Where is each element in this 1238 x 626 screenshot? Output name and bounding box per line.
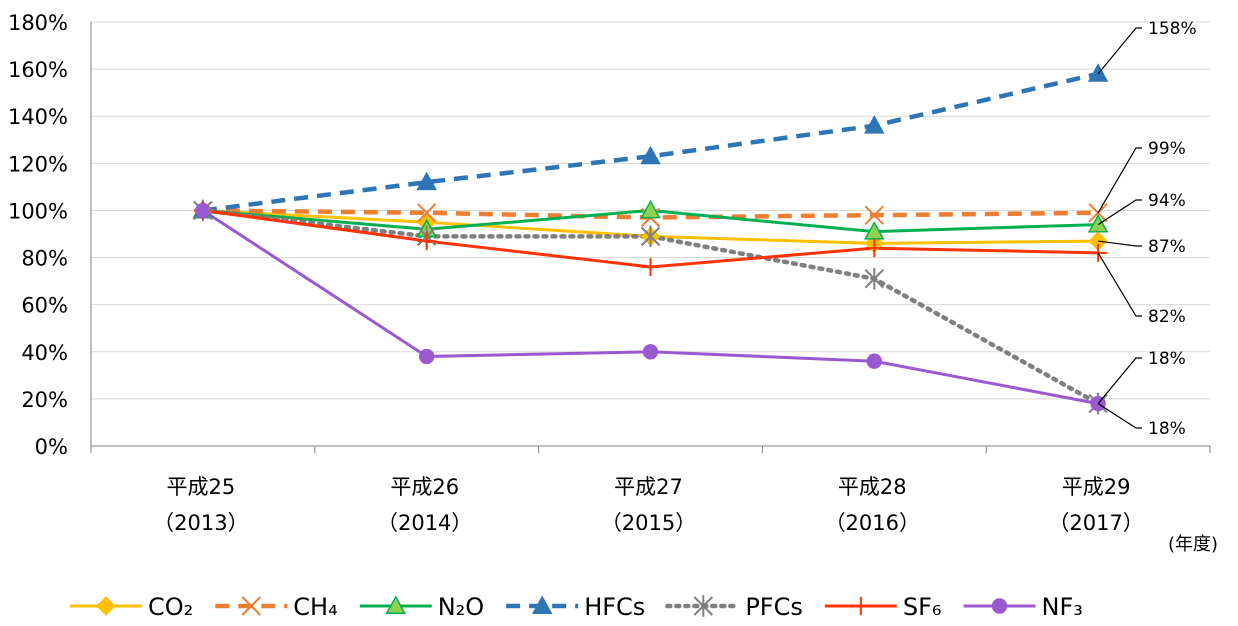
leader-line-sf [1097,252,1142,317]
y-tick-label: 100% [8,199,68,223]
marker-stroke [864,205,885,225]
marker-stroke [241,596,261,616]
legend-label: CH₄ [293,593,337,621]
x-category-year-label: （2013） [153,511,248,535]
legend-label: PFCs [745,593,803,621]
data-point-pfcs [864,267,885,290]
leader-line-no [1097,199,1142,226]
legend-item-pfcs: PFCs [665,593,803,621]
x-category-label: 平成26 [390,475,459,499]
x-category-year-label: （2014） [377,511,472,535]
data-point-no [864,221,885,240]
y-tick-label: 0% [35,435,68,459]
legend-item-co: CO₂ [70,593,193,621]
series-markers [192,63,1109,415]
x-category-labels: 平成25 （2013） 平成26 （2014） 平成27 （2015） 平成28 （2016）… [153,475,1144,535]
data-point-hfcs [864,115,885,134]
legend: CO₂ CH₄ N₂O HFCs PFCs SF₆ NF₃ [70,593,1083,621]
x-category-year-label: （2016） [825,511,920,535]
legend-label: NF₃ [1042,593,1083,621]
legend-label: HFCs [584,593,645,621]
leader-line-nf [1097,357,1142,404]
data-point-sf [417,232,436,251]
data-annotations: 158% 99% 94% 87% 82% 18% 18% [1097,19,1197,439]
y-tick-label: 160% [8,58,68,82]
legend-item-hfcs: HFCs [506,593,645,621]
data-label-ch: 99% [1148,139,1186,159]
data-label-hfcs: 158% [1148,19,1197,39]
x-category-label: 平成28 [838,475,907,499]
legend-label: SF₆ [903,593,942,621]
x-category-label: 平成27 [614,475,683,499]
data-point-nf [866,353,882,369]
y-tick-label: 140% [8,105,68,129]
legend-swatch-marker [96,596,116,616]
leader-line-co [1098,240,1142,247]
data-label-nf: 18% [1148,349,1186,369]
axes [90,22,1211,453]
legend-swatch-marker [531,595,553,614]
data-point-ch [864,205,885,225]
legend-item-ch: CH₄ [215,593,338,621]
x-unit-label: (年度) [1168,534,1218,555]
data-point-nf [642,344,659,360]
series-line-hfcs [202,71,1099,213]
data-point-ch [416,203,437,223]
data-point-hfcs [416,171,437,191]
legend-swatch-marker [851,597,870,615]
data-point-pfcs [640,225,661,248]
data-point-nf [419,348,435,365]
data-label-pfcs: 18% [1148,419,1186,439]
y-tick-label: 180% [8,11,68,35]
data-label-sf: 82% [1148,307,1186,327]
y-tick-label: 40% [21,341,68,365]
data-label-no: 94% [1148,191,1186,211]
legend-item-sf: SF₆ [824,593,942,621]
legend-label: CO₂ [148,593,193,621]
y-tick-label: 60% [21,294,68,318]
legend-swatch-marker [693,595,714,617]
data-point-no [640,199,661,219]
data-point-hfcs [640,145,661,165]
leader-line-pfcs [1097,403,1142,429]
x-category-label: 平成29 [1062,475,1131,499]
legend-item-no: N₂O [359,593,484,621]
y-tick-label: 20% [21,388,68,412]
x-category-year-label: （2017） [1048,511,1143,535]
data-label-co: 87% [1148,237,1186,257]
y-tick-labels: 0% 20% 40% 60% 80% 100% 120% 140% 160% 180% [8,11,68,459]
data-point-sf [865,239,884,258]
y-tick-label: 80% [21,247,68,271]
x-category-label: 平成25 [167,475,236,499]
legend-swatch-marker [385,595,406,614]
x-category-year-label: （2015） [601,511,696,535]
data-point-sf [641,257,660,276]
y-tick-label: 120% [8,152,68,176]
leader-line-ch [1097,147,1142,214]
legend-item-nf: NF₃ [963,593,1083,621]
data-point-nf [195,202,211,219]
legend-swatch-marker [991,598,1008,614]
data-point-no [1087,214,1109,233]
marker-stroke [416,203,437,223]
legend-label: N₂O [438,593,484,621]
legend-swatch-marker [241,596,261,616]
leader-line-hfcs [1097,27,1142,75]
